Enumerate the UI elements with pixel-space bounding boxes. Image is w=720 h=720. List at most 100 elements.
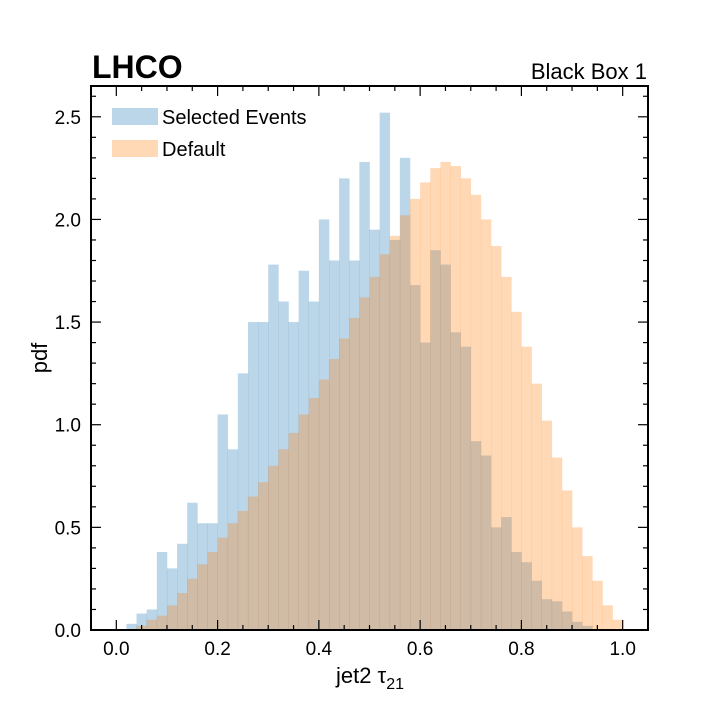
- bar-default-41: [531, 383, 542, 630]
- bar-default-35: [470, 194, 482, 631]
- bar-default-36: [480, 219, 492, 630]
- bar-selected-events-32: [440, 264, 451, 630]
- bar-default-20: [318, 379, 330, 630]
- x-axis-label: jet2 τ21: [335, 663, 404, 693]
- x-tick-label: 0.2: [204, 639, 230, 660]
- bar-default-48: [602, 605, 613, 630]
- bar-default-27: [389, 235, 401, 630]
- bar-default-14: [258, 482, 269, 630]
- bar-selected-events-5: [166, 568, 178, 630]
- axis-ticks: 0.0 0.2 0.4 0.6 0.8 1.0 0.0 0.5 1.0 1.5 2.0 2.5: [55, 86, 649, 660]
- x-tick-label: 0.8: [508, 639, 534, 660]
- bar-default-16: [278, 449, 289, 630]
- bar-default-28: [399, 215, 411, 630]
- bar-default-7: [187, 578, 198, 630]
- bar-default-40: [521, 346, 532, 630]
- bar-selected-events-12: [237, 373, 249, 630]
- bar-default-9: [207, 551, 218, 630]
- x-tick-label: 1.0: [609, 639, 635, 660]
- experiment-label: LHCO: [92, 49, 183, 85]
- bar-selected-events-39: [511, 551, 522, 630]
- bar-selected-events-36: [480, 455, 492, 630]
- bar-default-22: [339, 338, 350, 630]
- bar-default-10: [217, 537, 229, 630]
- legend-label-selected-events: Selected Events: [162, 107, 307, 129]
- bar-selected-events-9: [207, 523, 218, 630]
- bar-default-31: [430, 168, 441, 630]
- bar-selected-events-14: [258, 322, 269, 630]
- bar-selected-events-17: [288, 322, 299, 630]
- bar-selected-events-34: [460, 346, 472, 630]
- bar-selected-events-1: [126, 623, 137, 630]
- bar-selected-events-41: [531, 580, 542, 630]
- bar-default-47: [592, 580, 603, 630]
- x-tick-label: 0.0: [103, 639, 129, 660]
- bar-default-29: [410, 198, 421, 631]
- bar-default-6: [177, 593, 188, 630]
- bar-selected-events-21: [328, 260, 340, 630]
- bar-selected-events-8: [197, 523, 208, 630]
- bar-default-25: [369, 276, 380, 630]
- plot-frame: [90, 85, 649, 631]
- bar-default-46: [582, 556, 593, 630]
- bar-default-30: [420, 182, 431, 630]
- bar-selected-events-6: [177, 543, 188, 630]
- bar-selected-events-7: [187, 502, 198, 630]
- x-tick-label: 0.6: [407, 639, 433, 660]
- bar-selected-events-46: [582, 625, 593, 630]
- bar-default-11: [227, 523, 239, 630]
- right-label: Black Box 1: [531, 59, 647, 84]
- bar-default-12: [237, 510, 249, 630]
- legend: Selected Events Default: [112, 107, 307, 161]
- bar-selected-events-44: [561, 611, 573, 630]
- bar-selected-events-3: [146, 609, 158, 630]
- y-tick-label: 1.0: [55, 416, 81, 437]
- y-tick-label: 2.5: [55, 108, 81, 129]
- bar-selected-events-20: [318, 219, 330, 630]
- y-tick-label: 0.0: [55, 621, 81, 642]
- bar-default-39: [511, 311, 522, 630]
- bar-selected-events-29: [410, 285, 421, 630]
- bar-selected-events-38: [501, 517, 512, 630]
- legend-swatch-selected-events: [112, 108, 158, 125]
- bar-default-4: [156, 615, 168, 630]
- bar-selected-events-19: [308, 301, 320, 630]
- bar-default-38: [501, 276, 512, 630]
- bar-selected-events-24: [359, 161, 370, 630]
- bar-selected-events-42: [541, 599, 553, 630]
- bar-default-45: [572, 527, 583, 630]
- bar-selected-events-13: [247, 322, 259, 630]
- bar-selected-events-30: [420, 342, 431, 630]
- histogram-bars: [126, 112, 623, 631]
- bar-default-23: [349, 317, 360, 630]
- bar-selected-events-45: [572, 621, 583, 630]
- bar-default-24: [359, 297, 370, 630]
- bar-default-17: [288, 432, 299, 630]
- y-tick-label: 2.0: [55, 210, 81, 231]
- bar-default-37: [491, 246, 502, 630]
- y-tick-label: 0.5: [55, 518, 81, 539]
- bar-default-18: [298, 414, 310, 630]
- bar-default-5: [166, 605, 178, 630]
- bar-selected-events-23: [349, 260, 360, 630]
- bar-default-42: [541, 420, 553, 630]
- bar-selected-events-33: [450, 332, 461, 630]
- bar-selected-events-35: [470, 441, 482, 630]
- bar-selected-events-2: [136, 613, 147, 630]
- bar-selected-events-37: [491, 527, 502, 630]
- bar-default-15: [268, 465, 279, 630]
- bar-selected-events-22: [339, 178, 350, 630]
- x-tick-label: 0.4: [306, 639, 333, 660]
- bar-default-49: [612, 619, 623, 630]
- bar-selected-events-31: [430, 250, 441, 630]
- y-axis-label: pdf: [27, 342, 52, 373]
- bar-default-13: [247, 496, 259, 630]
- y-tick-label: 1.5: [55, 313, 81, 334]
- bar-selected-events-28: [399, 157, 411, 630]
- bar-default-34: [460, 178, 472, 630]
- bar-selected-events-10: [217, 414, 229, 630]
- x-axis-label-main: jet2 τ: [335, 663, 387, 688]
- bar-default-8: [197, 564, 208, 630]
- legend-swatch-default: [112, 140, 158, 157]
